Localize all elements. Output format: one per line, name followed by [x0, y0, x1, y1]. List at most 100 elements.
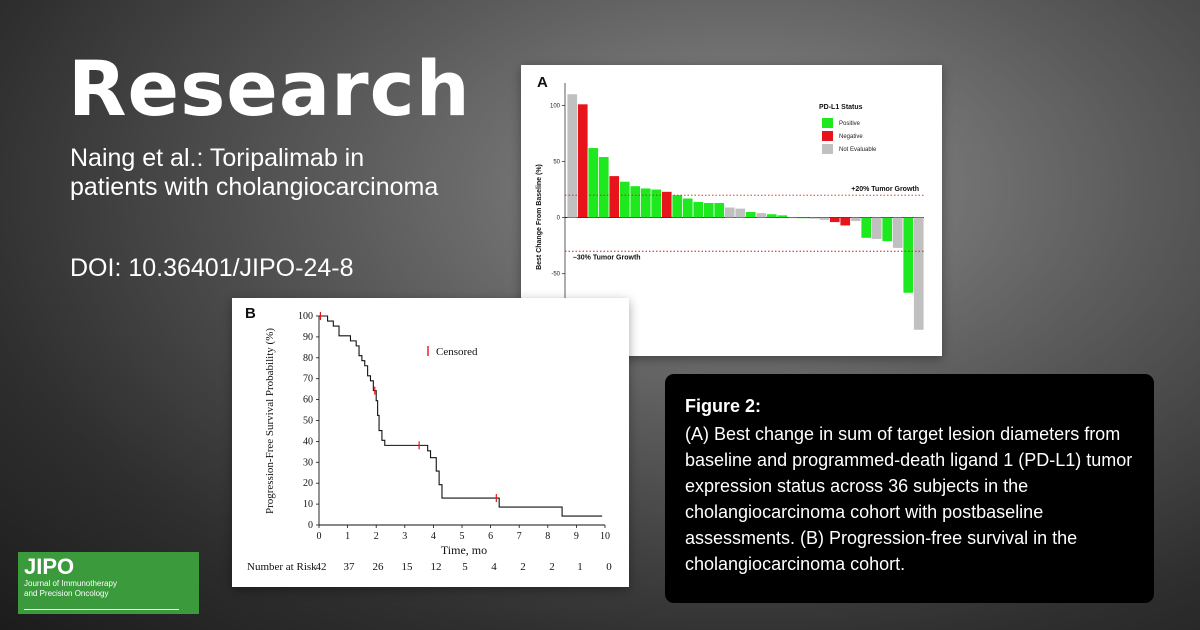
logo-journal-name-line2: and Precision Oncology	[24, 589, 109, 598]
x-tick-label: 10	[600, 531, 610, 542]
waterfall-chart-svg: A Best Change From Baseline (%) 100 50 0 -5…	[536, 74, 924, 341]
logo-divider	[24, 609, 179, 610]
bar	[567, 94, 578, 218]
bar	[577, 104, 588, 218]
legend-label: Censored	[436, 346, 478, 358]
x-tick-label: 7	[517, 531, 522, 542]
reference-line-label: +20% Tumor Growth	[851, 186, 919, 193]
bar	[798, 217, 809, 219]
y-tick-label: 90	[303, 332, 313, 343]
article-subtitle: Naing et al.: Toripalimab in patients wi…	[70, 144, 439, 201]
bar	[724, 207, 735, 218]
bar	[714, 203, 725, 218]
x-tick-label: 1	[345, 531, 350, 542]
bar	[682, 198, 693, 218]
risk-count: 26	[373, 561, 385, 573]
y-tick-label: 40	[303, 436, 313, 447]
bar	[588, 148, 599, 218]
bar	[892, 217, 903, 248]
survival-curve	[319, 312, 603, 517]
bar	[756, 213, 767, 218]
risk-count: 37	[344, 561, 356, 573]
logo-journal-name-line1: Journal of Immunotherapy	[24, 579, 117, 588]
risk-count: 1	[577, 561, 583, 573]
caption-heading: Figure 2:	[685, 396, 762, 416]
legend-label: Negative	[839, 134, 863, 140]
legend-swatch	[822, 131, 833, 141]
legend-swatch	[822, 118, 833, 128]
risk-count: 5	[462, 561, 468, 573]
risk-count: 2	[520, 561, 526, 573]
y-tick-label: 100	[298, 311, 313, 322]
y-tick-label: 60	[303, 395, 313, 406]
risk-table-label: Number at Risk	[247, 561, 317, 573]
risk-count: 0	[606, 561, 612, 573]
risk-table: Number at Risk 42 37 26 15 12 5 4 2 2 1 0	[247, 561, 612, 573]
bar	[787, 217, 798, 219]
bar	[766, 214, 777, 218]
bar	[808, 217, 819, 219]
bar	[903, 217, 914, 293]
bar	[745, 212, 756, 218]
x-tick-label: 3	[402, 531, 407, 542]
x-tick-label: 0	[317, 531, 322, 542]
risk-count: 12	[431, 561, 442, 573]
y-tick-label: 0	[557, 216, 561, 222]
bar	[651, 189, 662, 218]
y-axis-label: Progression-Free Survival Probability (%…	[264, 328, 276, 514]
y-tick-label: -50	[551, 272, 560, 278]
bar	[850, 217, 861, 221]
reference-line-label: –30% Tumor Growth	[573, 254, 641, 261]
y-tick-label: 80	[303, 353, 313, 364]
y-tick-label: 70	[303, 374, 313, 385]
bar	[913, 217, 924, 330]
risk-count: 42	[316, 561, 327, 573]
headline: Research	[68, 44, 471, 133]
caption-text: (A) Best change in sum of target lesion …	[685, 424, 1133, 574]
y-tick-label: 100	[550, 103, 561, 109]
legend-label: Not Evaluable	[839, 147, 877, 153]
risk-count: 4	[491, 561, 497, 573]
risk-count: 15	[402, 561, 414, 573]
doi-text: DOI: 10.36401/JIPO-24-8	[70, 254, 354, 282]
bar	[598, 157, 609, 218]
x-tick-label: 2	[374, 531, 379, 542]
risk-count: 2	[549, 561, 555, 573]
legend-swatch	[822, 144, 833, 154]
jipo-logo: JIPO Journal of Immunotherapy and Precis…	[18, 552, 199, 614]
bar	[829, 217, 840, 223]
panel-b-km-chart: B Progression-Free Survival Probability …	[232, 298, 629, 587]
x-tick-label: 5	[460, 531, 465, 542]
x-tick-label: 8	[545, 531, 550, 542]
panel-label-b: B	[245, 305, 256, 322]
y-tick-label: 10	[303, 499, 313, 510]
x-axis-label: Time, mo	[441, 543, 487, 557]
bar	[840, 217, 851, 226]
km-step-line	[319, 315, 603, 517]
legend: Censored	[427, 346, 478, 358]
x-tick-label: 6	[488, 531, 493, 542]
bar	[609, 176, 620, 218]
y-tick-label: 0	[308, 520, 313, 531]
reference-lines: +20% Tumor Growth –30% Tumor Growth	[565, 186, 924, 261]
y-tick-label: 30	[303, 457, 313, 468]
bar	[777, 215, 788, 218]
legend-label: Positive	[839, 121, 861, 127]
bar	[693, 201, 704, 218]
bar	[640, 188, 651, 218]
x-tick-label: 9	[574, 531, 579, 542]
y-axis-label: Best Change From Baseline (%)	[536, 164, 543, 270]
x-tick-label: 4	[431, 531, 436, 542]
bar	[735, 208, 746, 218]
bar	[882, 217, 893, 242]
logo-mark: JIPO	[24, 554, 75, 579]
bar	[819, 217, 830, 220]
bar	[703, 203, 714, 218]
bar	[619, 181, 630, 218]
bars	[567, 94, 924, 330]
km-chart-svg: B Progression-Free Survival Probability …	[245, 305, 612, 573]
bar	[861, 217, 872, 238]
y-tick-label: 20	[303, 478, 313, 489]
y-tick-label: 50	[303, 416, 313, 427]
y-tick-label: 50	[553, 160, 560, 166]
